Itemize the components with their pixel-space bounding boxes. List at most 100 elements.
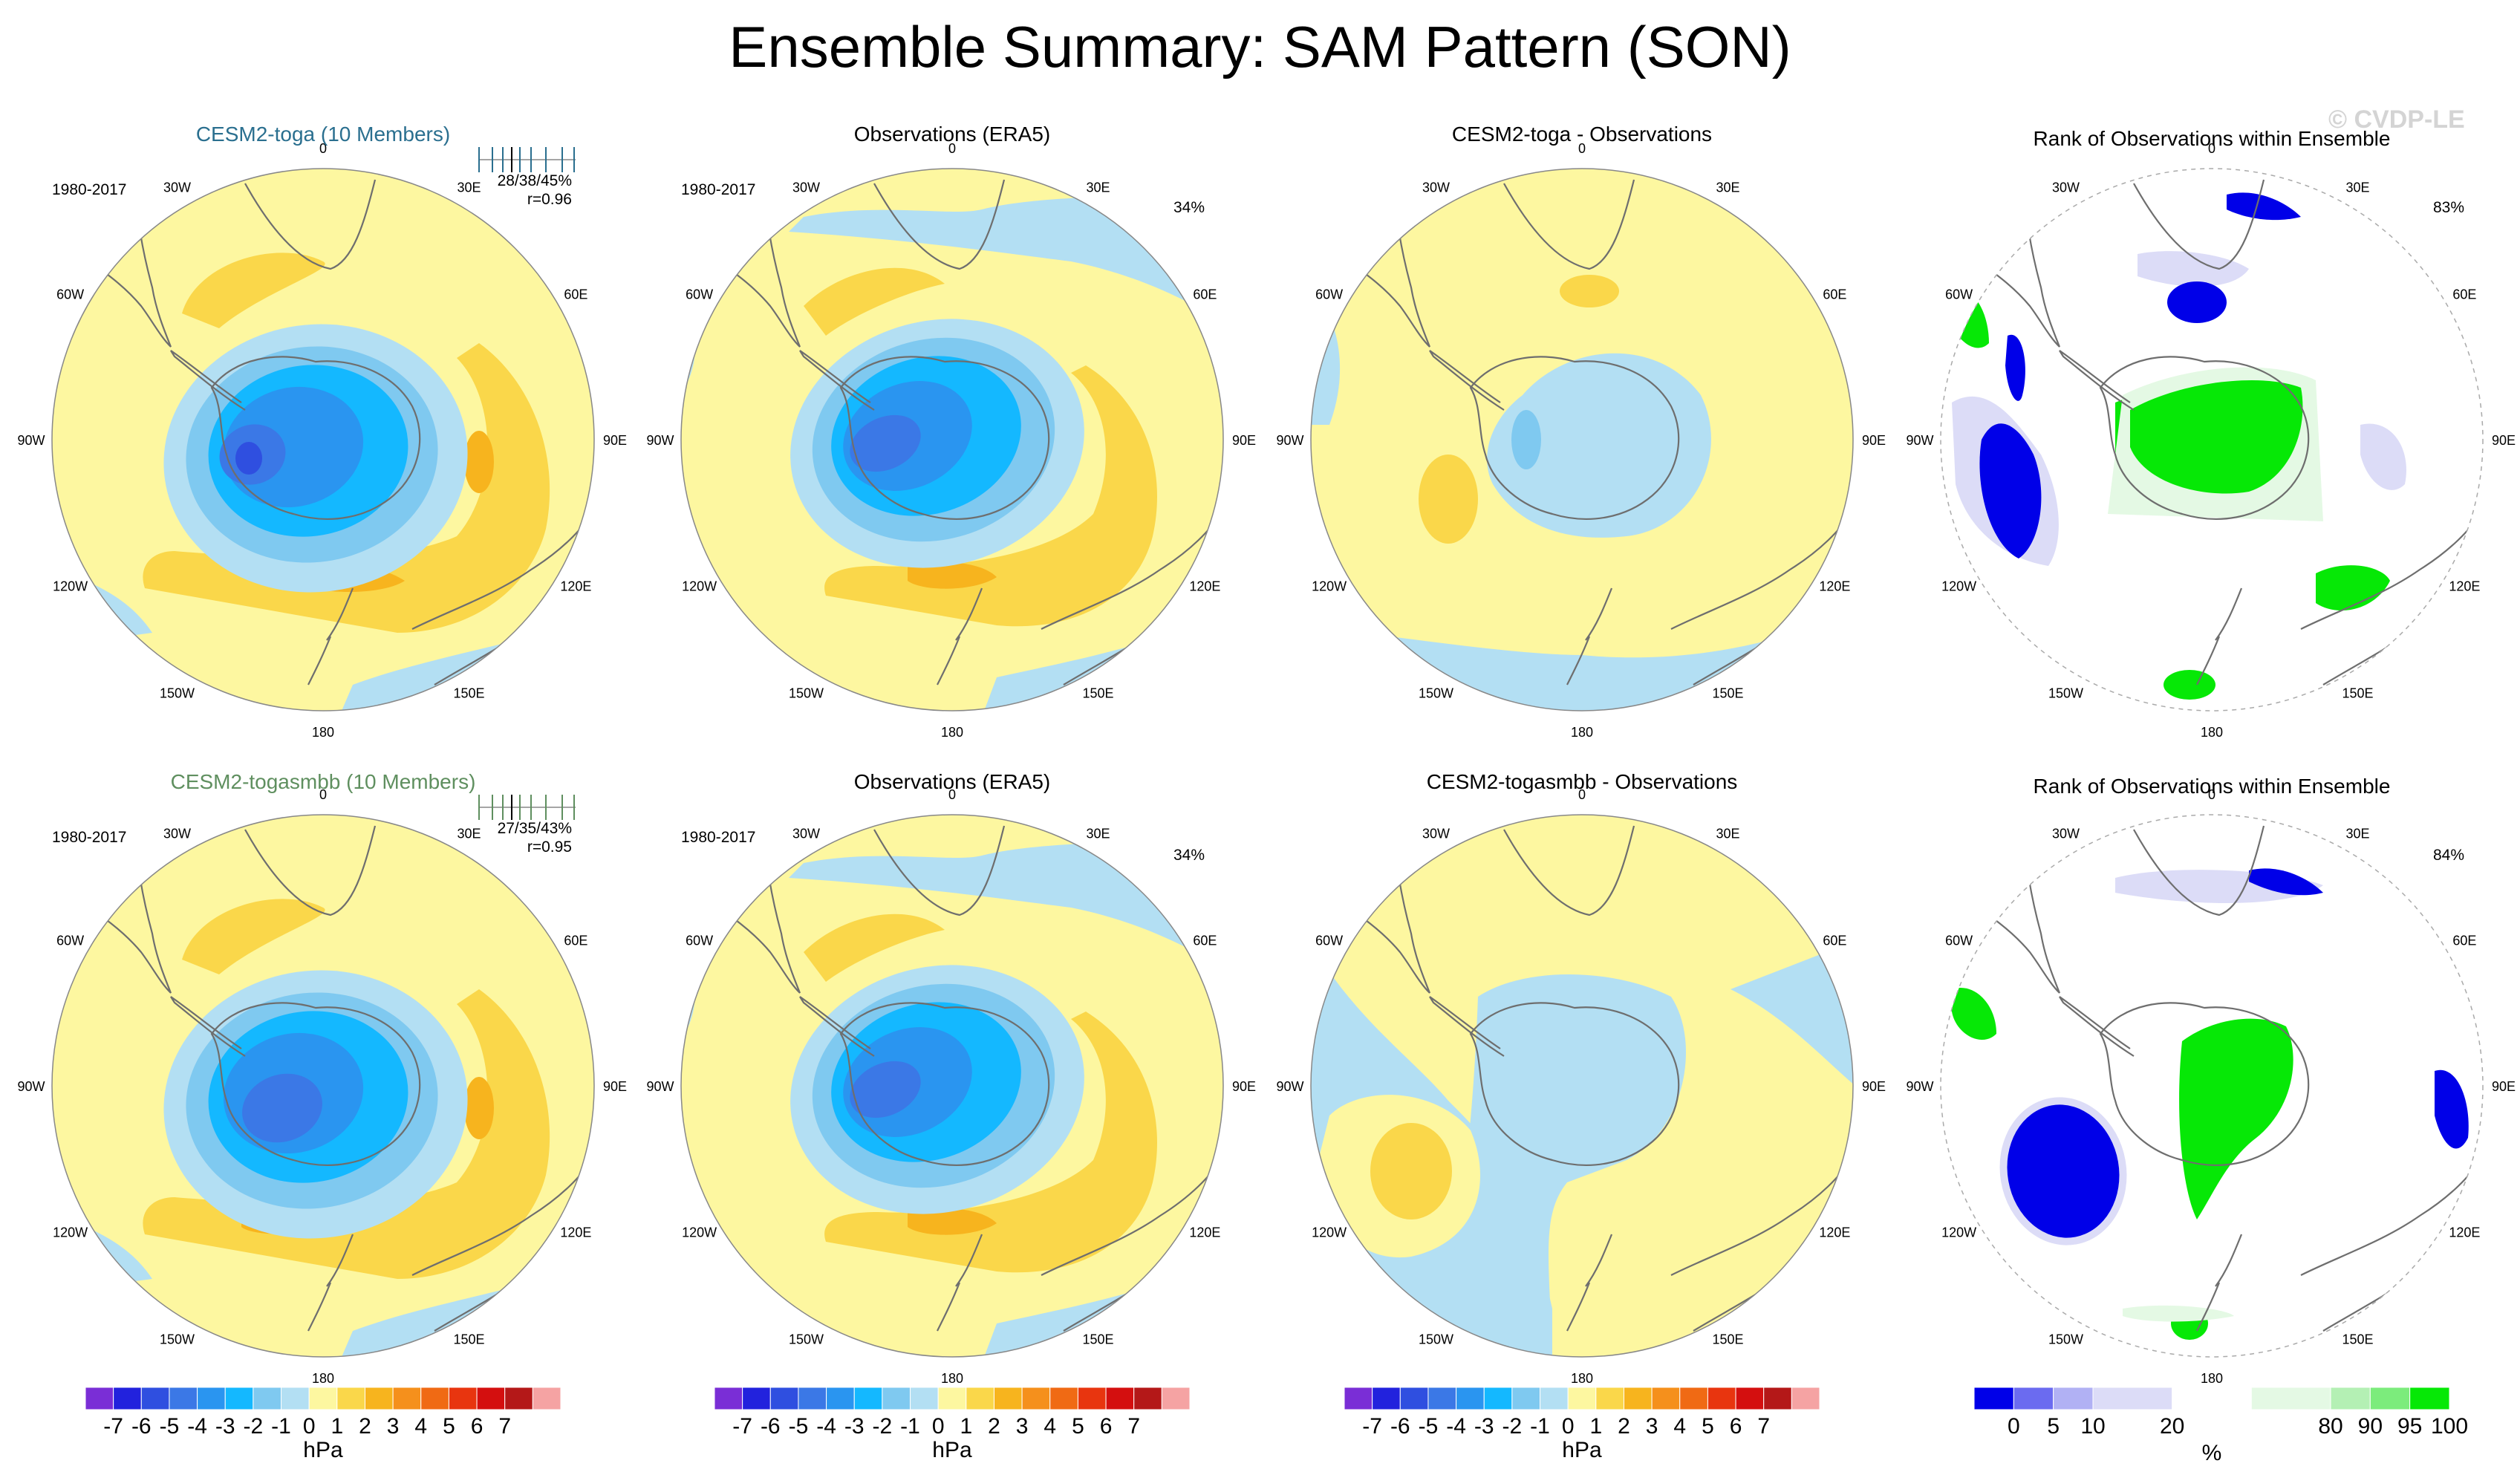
- panel-observations-map: 0 30E 60E 90E 120E 150E 180 150W 120W 90W 60W 30W: [646, 787, 1256, 1386]
- longitude-label: 30E: [457, 827, 481, 841]
- coastline-1: [170, 350, 246, 411]
- coastline-0: [210, 1002, 421, 1166]
- longitude-label: 60E: [1193, 934, 1217, 948]
- longitude-label: 60W: [1945, 287, 1973, 302]
- colorbar-tick-label: 5: [443, 1414, 455, 1439]
- longitude-label: 90W: [1276, 433, 1303, 448]
- coastline-5: [937, 1234, 983, 1332]
- colorbar-tick-label: -5: [160, 1414, 180, 1439]
- colorbar-swatch: [1372, 1387, 1401, 1410]
- colorbar-rank: 0 5 10 20 80 90 95 100%: [1973, 1387, 2468, 1465]
- colorbar-swatch: [476, 1387, 506, 1410]
- longitude-label: 0: [2208, 787, 2215, 802]
- coastline-2: [706, 183, 801, 348]
- coastline-3: [244, 825, 377, 916]
- longitude-label: 0: [948, 787, 956, 802]
- colorbar-swatch: [1791, 1387, 1820, 1410]
- longitude-label: 90W: [646, 1079, 674, 1094]
- coastline-0: [1469, 356, 1680, 520]
- longitude-label: 90E: [603, 1079, 627, 1094]
- longitude-label: 90E: [1862, 1079, 1886, 1094]
- colorbar-swatch: [1483, 1387, 1513, 1410]
- colorbar-swatch: [504, 1387, 533, 1410]
- panel-title-model: CESM2-togasmbb (10 Members): [171, 770, 476, 793]
- negative-level-5: [850, 414, 921, 472]
- panel-title-model: CESM2-toga (10 Members): [196, 123, 450, 146]
- negative-patch-center: [1433, 974, 1686, 1357]
- longitude-label: 180: [941, 725, 963, 740]
- rank-pct-label: 83%: [2433, 199, 2464, 216]
- rank-lowest-area-inner: [2007, 1104, 2120, 1238]
- colorbar-swatch: [1567, 1387, 1597, 1410]
- positive-arc-upper: [182, 899, 325, 974]
- years-label: 1980-2017: [681, 181, 755, 198]
- coastline-1: [2059, 996, 2135, 1057]
- colorbar-tick-label: 1: [331, 1414, 343, 1439]
- map-border: [1310, 814, 1854, 1358]
- coastline-2: [77, 829, 172, 994]
- rank-highest-area: [2179, 1018, 2293, 1219]
- panel-title-difference: CESM2-toga - Observations: [1452, 123, 1712, 146]
- longitude-label: 150W: [160, 685, 195, 700]
- longitude-label: 150W: [789, 685, 824, 700]
- colorbar-tick-label: -7: [103, 1414, 123, 1439]
- colorbar-swatch: [420, 1387, 449, 1410]
- colorbar-tick-label: 0: [2008, 1414, 2020, 1439]
- colorbar-swatch: [993, 1387, 1023, 1410]
- colorbar-tick-label: 20: [2160, 1414, 2184, 1439]
- map-field: [52, 815, 594, 1357]
- longitude-label: 60E: [2452, 287, 2476, 302]
- colorbar-swatch: [910, 1387, 939, 1410]
- coastline-0: [839, 356, 1050, 520]
- longitude-label: 120E: [1189, 579, 1220, 594]
- colorbar-tick-label: -5: [1419, 1414, 1439, 1439]
- map-border: [680, 814, 1224, 1358]
- rank-highest-area: [1952, 988, 1996, 1041]
- colorbar-swatch: [769, 1387, 799, 1410]
- positive-arc-right: [824, 365, 1157, 627]
- negative-patch-center: [1487, 353, 1711, 538]
- colorbar-tick-label: -3: [215, 1414, 235, 1439]
- colorbar-swatch: [1735, 1387, 1765, 1410]
- coastline-3: [2133, 825, 2265, 916]
- negative-core: [1511, 410, 1541, 469]
- panel-rank-map: 0 30E 60E 90E 120E 150E 180 150W 120W 90W 60W 30W: [1906, 787, 2516, 1386]
- coastline-2: [1966, 829, 2061, 994]
- colorbar-tick-label: 10: [2080, 1414, 2105, 1439]
- coastline-3: [873, 179, 1006, 270]
- colorbar-tick-label: 5: [2047, 1414, 2060, 1439]
- coastline-3: [244, 179, 377, 270]
- panel-difference-map: 0 30E 60E 90E 120E 150E 180 150W 120W 90W 60W 30W: [1276, 141, 1886, 740]
- longitude-label: 120W: [1312, 1225, 1347, 1240]
- colorbar-tick-label: 100: [2431, 1414, 2468, 1439]
- positive-arc-right: [824, 1012, 1157, 1273]
- positive-core-upper: [1560, 275, 1619, 307]
- colorbar-tick-label: -4: [1446, 1414, 1466, 1439]
- longitude-label: 60E: [2452, 934, 2476, 948]
- longitude-label: 30E: [1086, 180, 1110, 195]
- longitude-label: 150E: [2342, 1332, 2373, 1346]
- longitude-label: 60E: [1823, 287, 1846, 302]
- longitude-label: 90E: [1232, 433, 1256, 448]
- longitude-label: 120E: [1819, 1225, 1850, 1240]
- colorbar-tick-label: -2: [244, 1414, 264, 1439]
- colorbar-swatch: [113, 1387, 142, 1410]
- colorbar-tick-label: 3: [1016, 1414, 1029, 1439]
- colorbar-units: %: [2202, 1441, 2222, 1465]
- colorbar-tick-label: 1: [1589, 1414, 1602, 1439]
- colorbar-swatch: [364, 1387, 394, 1410]
- longitude-label: 60W: [1315, 287, 1343, 302]
- panel-title-rank: Rank of Observations within Ensemble: [2034, 775, 2391, 798]
- watermark: © CVDP-LE: [2328, 105, 2465, 134]
- colorbar-swatch: [1021, 1387, 1051, 1410]
- longitude-label: 90W: [17, 1079, 45, 1094]
- longitude-label: 180: [2201, 1371, 2223, 1386]
- coastline-2: [77, 183, 172, 348]
- longitude-label: 30E: [1716, 180, 1739, 195]
- longitude-label: 0: [948, 141, 956, 156]
- longitude-label: 60E: [564, 287, 587, 302]
- colorbar-swatch: [1049, 1387, 1078, 1410]
- coastline-5: [2196, 1234, 2243, 1332]
- longitude-label: 120E: [560, 1225, 591, 1240]
- longitude-label: 0: [2208, 141, 2215, 156]
